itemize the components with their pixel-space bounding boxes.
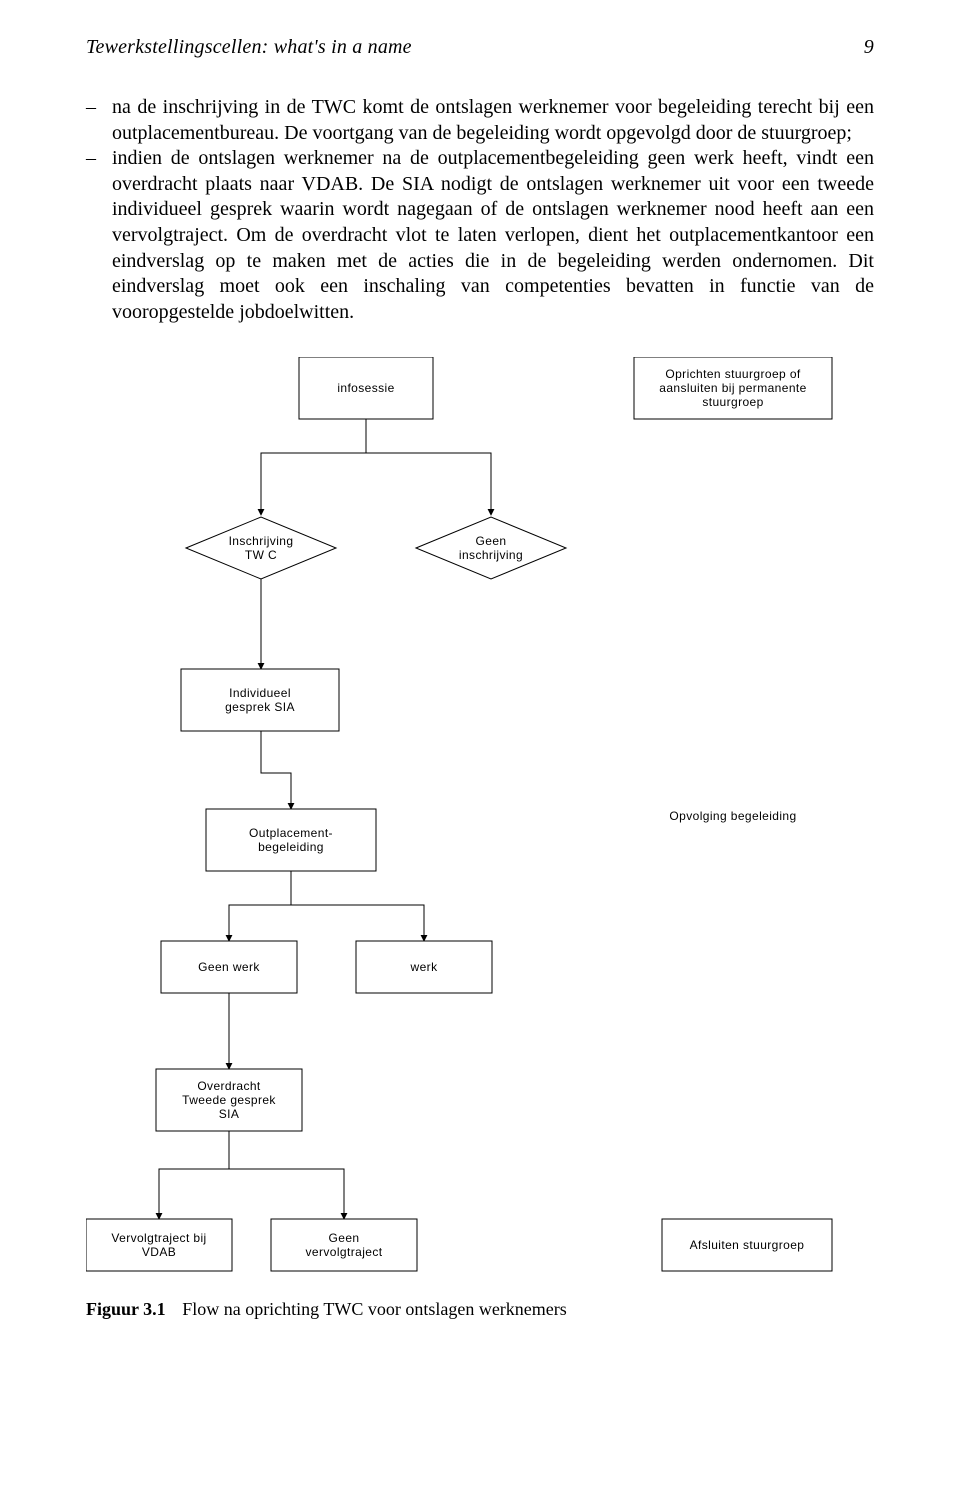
- node-label-geen_werk: Geen werk: [198, 960, 260, 974]
- node-label-gesprek_sia: Individueel: [229, 686, 291, 700]
- node-label-geen_vervolg: vervolgtraject: [306, 1245, 383, 1259]
- node-label-vervolg_vdab: Vervolgtraject bij: [111, 1231, 206, 1245]
- node-label-opvolging: Opvolging begeleiding: [669, 809, 796, 823]
- node-label-inschrijving: TW C: [245, 548, 277, 562]
- node-label-geen_inschr: Geen: [476, 534, 507, 548]
- flowchart: infosessie Oprichten stuurgroep ofaanslui…: [86, 357, 876, 1287]
- bullet-1: na de inschrijving in de TWC komt de ont…: [86, 95, 874, 146]
- figure-title: Flow na oprichting TWC voor ontslagen we…: [182, 1299, 567, 1319]
- figure-caption: Figuur 3.1 Flow na oprichting TWC voor o…: [86, 1299, 874, 1320]
- node-label-stuurgroep: aansluiten bij permanente: [659, 381, 806, 395]
- node-label-gesprek_sia: gesprek SIA: [225, 700, 295, 714]
- node-label-vervolg_vdab: VDAB: [142, 1245, 176, 1259]
- node-label-overdracht: Overdracht: [197, 1079, 261, 1093]
- node-label-stuurgroep: stuurgroep: [702, 395, 763, 409]
- node-label-overdracht: Tweede gesprek: [182, 1093, 276, 1107]
- bullet-2: indien de ontslagen werknemer na de outp…: [86, 146, 874, 325]
- body-text: na de inschrijving in de TWC komt de ont…: [86, 95, 874, 325]
- node-label-geen_inschr: inschrijving: [459, 548, 523, 562]
- node-label-werk: werk: [410, 960, 439, 974]
- node-label-afsluiten: Afsluiten stuurgroep: [690, 1238, 805, 1252]
- node-label-outplacement: Outplacement-: [249, 826, 333, 840]
- header-title: Tewerkstellingscellen: what's in a name: [86, 36, 412, 59]
- node-label-stuurgroep: Oprichten stuurgroep of: [665, 367, 801, 381]
- node-label-inschrijving: Inschrijving: [229, 534, 294, 548]
- figure-number: Figuur 3.1: [86, 1299, 166, 1319]
- running-head: Tewerkstellingscellen: what's in a name …: [86, 36, 874, 59]
- node-label-infosessie: infosessie: [337, 381, 394, 395]
- header-page-number: 9: [864, 36, 874, 59]
- node-label-geen_vervolg: Geen: [329, 1231, 360, 1245]
- node-label-overdracht: SIA: [219, 1107, 240, 1121]
- node-label-outplacement: begeleiding: [258, 840, 324, 854]
- page: Tewerkstellingscellen: what's in a name …: [0, 0, 960, 1511]
